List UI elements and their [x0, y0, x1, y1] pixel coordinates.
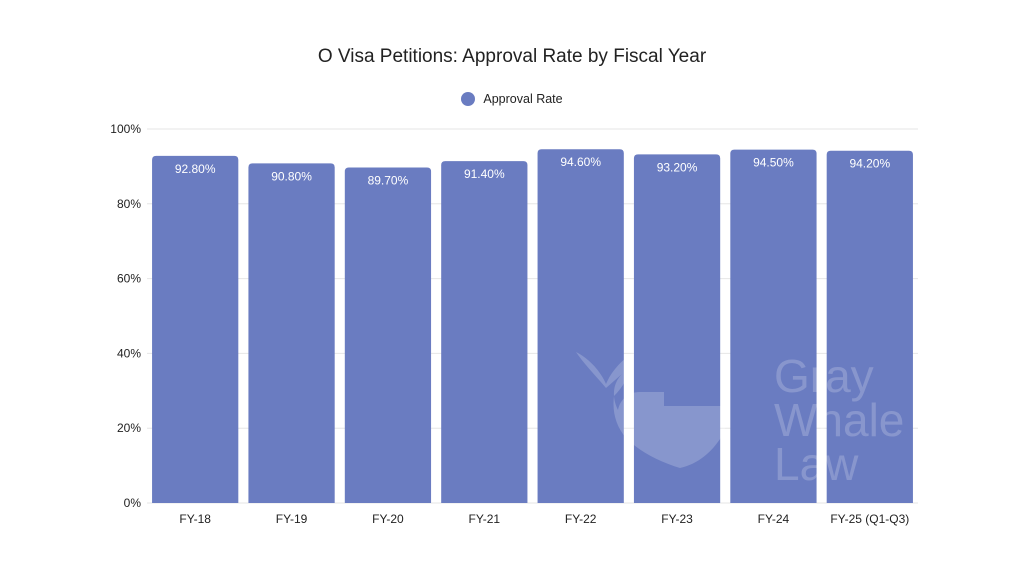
watermark-text-line-2: Whale — [774, 394, 904, 446]
x-tick-label: FY-20 — [372, 512, 404, 526]
bar — [826, 150, 913, 503]
bar — [537, 149, 624, 504]
y-tick-label: 40% — [117, 346, 141, 360]
x-tick-label: FY-18 — [179, 512, 211, 526]
x-tick-label: FY-21 — [469, 512, 501, 526]
legend-label: Approval Rate — [483, 92, 563, 106]
chart-legend: Approval Rate — [0, 92, 1024, 106]
bar — [730, 149, 817, 503]
y-tick-label: 0% — [124, 496, 142, 510]
bar — [633, 154, 721, 503]
x-tick-label: FY-24 — [758, 512, 790, 526]
data-label: 94.50% — [753, 156, 794, 170]
data-label: 93.20% — [657, 160, 698, 174]
chart-title: O Visa Petitions: Approval Rate by Fisca… — [317, 46, 707, 67]
legend-marker — [461, 92, 476, 106]
bar — [152, 155, 239, 504]
x-tick-label: FY-23 — [661, 512, 693, 526]
data-label: 90.80% — [271, 169, 312, 183]
watermark-logo: Gray Whale Law — [576, 350, 904, 490]
data-label: 89.70% — [368, 174, 409, 188]
bar — [441, 161, 528, 503]
data-label: 91.40% — [464, 167, 505, 181]
watermark-text-line-1: Gray — [774, 350, 874, 402]
bar — [344, 167, 432, 503]
y-tick-label: 80% — [117, 197, 141, 211]
bar — [248, 163, 335, 503]
data-label: 92.80% — [175, 162, 216, 176]
whale-icon — [576, 352, 727, 468]
x-tick-label: FY-19 — [276, 512, 308, 526]
x-tick-label: FY-25 (Q1-Q3) — [830, 512, 909, 526]
data-label: 94.60% — [560, 155, 601, 169]
data-label: 94.20% — [849, 157, 890, 171]
y-tick-label: 20% — [117, 421, 141, 435]
y-tick-label: 100% — [110, 122, 141, 136]
y-tick-label: 60% — [117, 272, 141, 286]
x-tick-label: FY-22 — [565, 512, 597, 526]
watermark-text-line-3: Law — [774, 438, 859, 490]
